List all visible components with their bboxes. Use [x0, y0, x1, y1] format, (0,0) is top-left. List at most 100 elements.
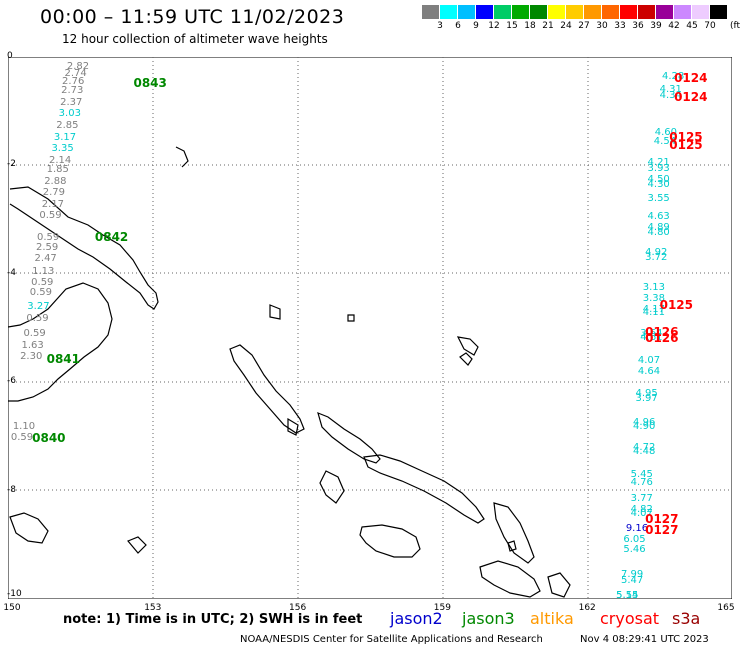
swh-value-label: 2.85: [56, 120, 79, 132]
swh-value-label: 3.03: [58, 108, 81, 120]
colorbar-tick-label: 15: [506, 21, 518, 31]
swh-value-label: 2.76: [62, 75, 85, 87]
coast-isle-5: [175, 146, 189, 168]
swh-value-label: 4.54: [653, 135, 677, 147]
swh-value-label: 4.76: [630, 477, 653, 489]
swh-value-label: 4.30: [647, 178, 670, 190]
swh-value-label: 0.59: [29, 287, 52, 299]
colorbar-tick-label: 45: [686, 21, 698, 31]
pass-time-label: 0124: [674, 70, 708, 85]
swh-value-label: 9.16: [625, 523, 649, 535]
credit-line: NOAA/NESDIS Center for Satellite Applica…: [240, 634, 543, 645]
generated-timestamp: Nov 4 08:29:41 UTC 2023: [580, 634, 709, 645]
swh-value-label: 4.21: [647, 157, 670, 169]
colorbar-swatch: [548, 5, 566, 19]
swh-value-label: 4.89: [647, 222, 670, 234]
swh-value-label: 0.59: [36, 231, 60, 243]
pass-time-label: 0840: [32, 430, 66, 445]
swh-value-label: 4.28: [662, 70, 685, 82]
swh-value-label: 0.59: [10, 432, 34, 444]
pass-time-label: 0125: [659, 298, 693, 313]
swh-value-label: 6.05: [623, 533, 646, 545]
swh-value-label: 5.55: [616, 590, 639, 601]
coast-malaita: [493, 502, 535, 564]
x-tick-label: 165: [717, 603, 735, 613]
colorbar-labels: 3 6 9 12 15 18 21 24 27 30 33 36 39 42 45 70: [422, 21, 740, 33]
colorbar-swatch: [530, 5, 548, 19]
coast-new-ireland: [9, 186, 159, 310]
map-gridlines: [8, 57, 732, 599]
colorbar-tick-label: 39: [650, 21, 662, 31]
swh-value-label: 4.31: [659, 84, 682, 96]
legend-jason3: jason3: [462, 609, 515, 628]
colorbar-tick-label: 21: [542, 21, 554, 31]
swh-value-label: 3.77: [630, 493, 653, 505]
swh-value-label: 5.14: [616, 590, 639, 601]
swh-value-label: 4.95: [635, 387, 658, 399]
y-tick-label: -8: [7, 484, 16, 495]
map-frame: [8, 57, 732, 599]
y-tick-label: 0: [7, 51, 13, 61]
swh-value-label: 2.88: [44, 176, 67, 188]
colorbar-tick-label: 24: [560, 21, 572, 31]
y-tick-label: -10: [7, 589, 22, 599]
swh-value-label: 3.72: [645, 252, 668, 264]
swh-value-label: 0.59: [26, 312, 49, 324]
coast-isle-8: [547, 572, 571, 598]
swh-value-label: 1.13: [32, 265, 55, 277]
colorbar-swatch: [710, 5, 728, 19]
colorbar-tick-label: 3: [437, 21, 443, 31]
swh-value-label: 4.34: [659, 89, 682, 101]
colorbar-swatch: [620, 5, 638, 19]
colorbar-swatch: [638, 5, 656, 19]
swh-value-label: 4.82: [630, 504, 653, 516]
pass-time-label: 0127: [645, 512, 679, 527]
swh-value-label: 4.72: [633, 441, 656, 453]
coast-choiseul: [317, 411, 381, 464]
swh-value-label: 0.59: [39, 209, 62, 221]
x-tick-label: 150: [3, 603, 21, 613]
colorbar-swatch: [494, 5, 512, 19]
colorbar-swatch: [422, 5, 440, 19]
map-title: 00:00 – 11:59 UTC 11/02/2023: [40, 6, 345, 28]
coast-new-georgia: [319, 470, 345, 504]
coast-guadalcanal: [359, 524, 421, 558]
pass-time-label: 0126: [645, 330, 679, 345]
swh-value-label: 4.48: [633, 446, 656, 458]
swh-value-label: 2.17: [41, 199, 65, 210]
swh-value-label: 2.59: [35, 242, 59, 254]
swh-value-label: 3.35: [51, 142, 74, 154]
coast-isle-6: [9, 512, 49, 544]
swh-value-label: 2.79: [42, 187, 66, 199]
swh-value-label: 3.93: [647, 162, 670, 174]
coast-new-britain: [8, 282, 113, 402]
colorbar-tick-label: 18: [524, 21, 536, 31]
pass-time-label: 0125: [669, 138, 703, 153]
footnote: note: 1) Time is in UTC; 2) SWH is in fe…: [63, 612, 363, 627]
swh-value-label: 3.64: [640, 328, 663, 339]
coast-bougainville: [229, 344, 305, 434]
coast-isle-7: [127, 536, 147, 554]
y-tick-label: -4: [7, 267, 16, 278]
coast-isle-9: [507, 540, 517, 552]
swh-value-label: 4.11: [642, 307, 665, 319]
colorbar-swatch: [476, 5, 494, 19]
swh-value-label: 1.63: [21, 339, 44, 351]
swh-value-label: 4.92: [645, 246, 668, 258]
swh-value-label: 7.99: [620, 569, 644, 581]
swh-value-label: 1.10: [12, 421, 36, 433]
swh-value-label: 5.46: [623, 543, 646, 555]
x-tick-label: 156: [289, 603, 307, 613]
pass-time-label: 0127: [645, 523, 679, 538]
colorbar-swatch: [512, 5, 530, 19]
colorbar-tick-label: 27: [578, 21, 590, 31]
x-tick-label: 162: [578, 603, 596, 613]
swh-value-label: 4.80: [647, 226, 670, 238]
colorbar-swatch: [674, 5, 692, 19]
swh-value-label: 4.50: [647, 173, 670, 185]
swh-value-label: 4.60: [654, 127, 678, 139]
y-tick-label: -6: [7, 376, 16, 387]
colorbar-swatch: [566, 5, 584, 19]
swh-value-label: 5.45: [630, 468, 653, 480]
colorbar-tick-label: 9: [473, 21, 479, 31]
